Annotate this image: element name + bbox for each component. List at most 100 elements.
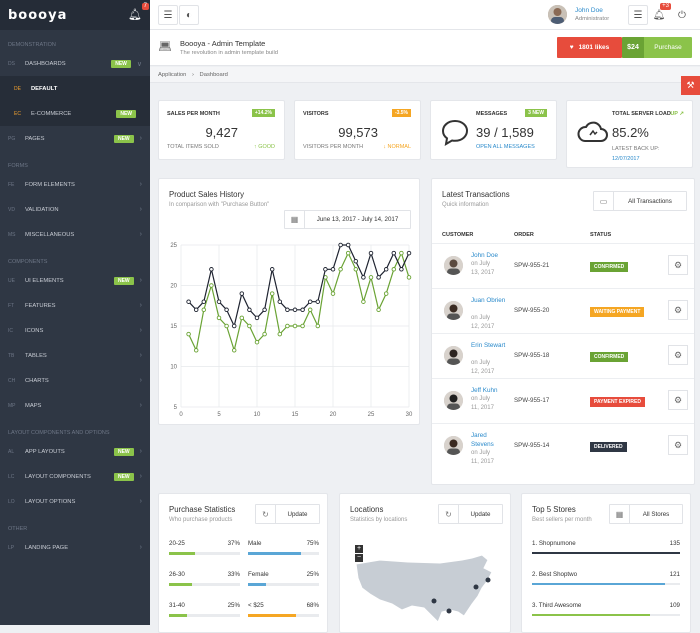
data-point: [201, 299, 207, 304]
gear-icon[interactable]: ⚙: [668, 255, 688, 275]
zoom-in-button[interactable]: +: [355, 545, 363, 553]
order-date: 13, 2017: [471, 270, 495, 276]
data-point: [391, 267, 397, 272]
sidebar-item[interactable]: Tb Tables ›: [0, 343, 150, 368]
chevron-icon: ›: [139, 544, 142, 551]
menu-icon[interactable]: ☰: [158, 5, 178, 25]
sidebar-item[interactable]: Fe Form Elements ›: [0, 172, 150, 197]
sidebar-item[interactable]: Ms Miscellaneous ›: [0, 222, 150, 247]
progress-track: [169, 552, 240, 555]
backup-date[interactable]: 12/07/2017: [612, 156, 640, 162]
section-title: Demonstration: [8, 42, 56, 48]
nav-list: Demonstration Ds Dashboards NEW ∨ De Default Ec…: [0, 30, 150, 560]
update-button[interactable]: ↻ Update: [438, 504, 503, 524]
gear-icon[interactable]: ⚙: [668, 435, 688, 455]
customer-name[interactable]: Jared Stevens: [471, 432, 494, 448]
table-row: Jeff Kuhn on July 11, 2017 SPW-955-17 Paymen…: [432, 378, 694, 424]
sidebar-item-abbr: De: [14, 85, 21, 92]
avatar: [444, 301, 463, 320]
status-badge: Confirmed: [590, 352, 629, 362]
sidebar-item[interactable]: Mp Maps ›: [0, 393, 150, 418]
update-button[interactable]: ↻ Update: [255, 504, 320, 524]
laptop-icon: 💻︎: [158, 41, 172, 53]
sidebar-item-abbr: Lp: [8, 544, 15, 551]
data-point: [193, 307, 199, 313]
sidebar-item[interactable]: Vd Validation ›: [0, 197, 150, 222]
chevron-icon: ›: [139, 448, 142, 455]
sidebar-item-abbr: Ds: [8, 60, 15, 67]
sidebar-item-label: Maps: [25, 402, 42, 409]
progress-track: [248, 552, 319, 555]
data-point: [292, 307, 298, 313]
sidebar-item[interactable]: Ft Features ›: [0, 293, 150, 318]
progress-fill: [248, 583, 266, 586]
data-point: [330, 267, 336, 272]
logo[interactable]: boooya: [8, 7, 68, 23]
chevron-icon: ›: [139, 181, 142, 188]
x-tick-label: 10: [254, 412, 261, 418]
sidebar-item[interactable]: Ue UI Elements NEW ›: [0, 268, 150, 293]
usa-map[interactable]: [350, 550, 508, 633]
status-badge: Delivered: [590, 442, 627, 452]
gear-icon[interactable]: ⚙: [668, 345, 688, 365]
progress-fill: [169, 552, 196, 555]
stat-title: Sales per month: [167, 111, 220, 117]
sidebar-item-abbr: Ft: [8, 302, 15, 309]
order-date: 11, 2017: [471, 405, 494, 411]
sidebar-item-label: Icons: [25, 327, 44, 334]
bell-icon[interactable]: 🔔︎ +3: [652, 3, 671, 21]
progress-fill: [532, 583, 666, 585]
likes-button[interactable]: ♥ 1801 likes: [557, 37, 622, 58]
breadcrumb-item-application[interactable]: Application: [158, 72, 187, 78]
gear-icon[interactable]: ⚙: [668, 300, 688, 320]
sidebar-item[interactable]: Ch Charts ›: [0, 368, 150, 393]
customer-name[interactable]: Jeff Kuhn: [471, 387, 498, 394]
refresh-icon: ↻: [256, 505, 276, 523]
customer-name[interactable]: Juan Obrien: [471, 297, 506, 304]
update-label: Update: [470, 510, 491, 518]
compass-icon[interactable]: ◐: [179, 5, 199, 25]
sidebar-item[interactable]: Pg Pages NEW ›: [0, 126, 150, 151]
power-icon[interactable]: ⏻: [678, 9, 686, 21]
sidebar-subitem[interactable]: Ec E-commerce NEW: [0, 101, 150, 126]
stat-status-label: Good: [258, 144, 275, 150]
sidebar-item-label: Validation: [25, 206, 59, 213]
open-messages-link[interactable]: Open all messages: [476, 144, 535, 150]
purchase-button[interactable]: $24 Purchase: [622, 37, 692, 58]
avatar: [444, 256, 463, 275]
chevron-icon: ›: [139, 498, 142, 505]
date-range-picker[interactable]: ▦ June 13, 2017 - July 14, 2017: [284, 210, 411, 229]
gear-icon[interactable]: ⚙: [668, 390, 688, 410]
sidebar-bell-icon[interactable]: 🔔︎ 7: [128, 3, 149, 21]
likes-label: 1801 likes: [578, 44, 610, 51]
customer-name[interactable]: Erin Stewart: [471, 342, 506, 349]
card-subtitle: Statistics by locations: [350, 517, 408, 523]
sidebar-subitem[interactable]: De Default: [0, 76, 150, 101]
sidebar-item[interactable]: Ic Icons ›: [0, 318, 150, 343]
topbar: ☰ ◐ John Doe Administrator ☰ 🔔︎ +3 ⏻: [150, 0, 700, 30]
layers-icon[interactable]: ☰: [628, 5, 648, 25]
data-point: [307, 307, 313, 313]
stat-footer: Visitors per month: [303, 144, 364, 150]
sidebar-item-abbr: Pg: [8, 135, 16, 142]
sidebar-item[interactable]: Lc Layout Components NEW ›: [0, 464, 150, 489]
sidebar-item[interactable]: Al App Layouts NEW ›: [0, 439, 150, 464]
data-point: [345, 242, 351, 248]
data-point: [269, 267, 275, 272]
tools-icon[interactable]: ⚒: [681, 76, 700, 95]
sidebar-item[interactable]: Lo Layout Options ›: [0, 489, 150, 514]
user-menu[interactable]: John Doe Administrator: [548, 5, 609, 24]
sidebar-item-label: E-commerce: [31, 110, 72, 117]
sidebar-item[interactable]: Ds Dashboards NEW ∨: [0, 51, 150, 76]
stat-badge: 3 new: [525, 109, 547, 117]
customer-name[interactable]: John Doe: [471, 252, 498, 259]
zoom-out-button[interactable]: −: [355, 554, 363, 562]
sidebar-item[interactable]: Lp Landing Page ›: [0, 535, 150, 560]
stat-value: 99,573: [338, 125, 378, 140]
store-icon: ▦: [610, 505, 630, 523]
all-stores-button[interactable]: ▦ All Stores: [609, 504, 683, 524]
section-title: Forms: [8, 163, 28, 169]
card-title: Locations: [350, 505, 384, 514]
section-title: Components: [8, 259, 48, 265]
all-transactions-button[interactable]: ▭ All Transactions: [593, 191, 687, 211]
